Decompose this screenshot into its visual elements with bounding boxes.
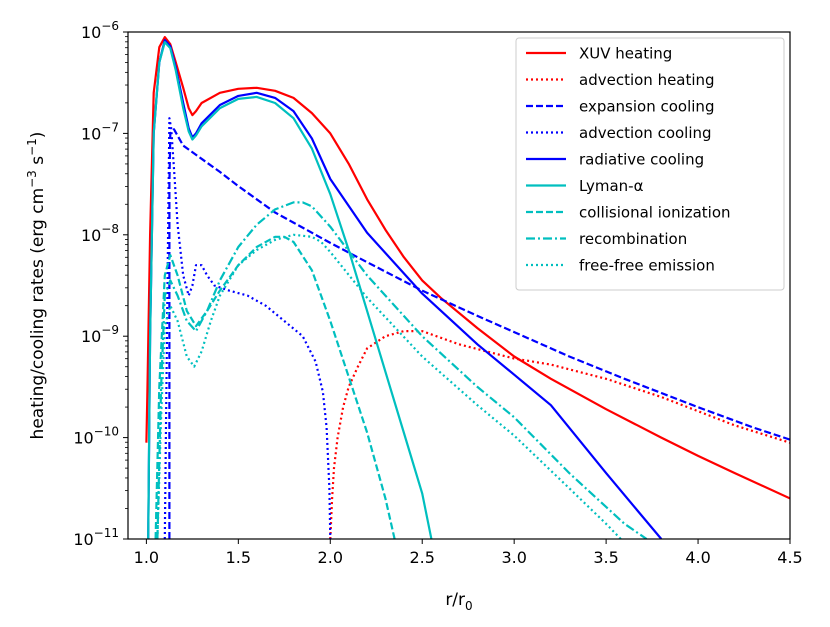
- y-tick-label: 10−9: [81, 323, 119, 346]
- series-line-xuv-heating: [145, 36, 790, 500]
- axes: 1.0 1.5 2.0 2.5 3.0 3.5 4.0 4.5 10−11 10−10 10−9 10…: [73, 19, 802, 567]
- x-tick-label: 4.0: [685, 548, 710, 567]
- legend-label-collisional-ionization: collisional ionization: [579, 204, 731, 222]
- series-line-radiative-cooling: [147, 39, 663, 539]
- y-axis-label: heating/cooling rates (erg cm−3 s−1): [25, 132, 48, 440]
- series-line-lyman: [147, 41, 433, 539]
- plot-curves: [145, 36, 790, 539]
- y-tick-label: 10−11: [73, 526, 119, 549]
- legend-label-advection-cooling: advection cooling: [579, 124, 712, 142]
- x-tick-label: 1.5: [226, 548, 251, 567]
- legend-label-xuv-heating: XUV heating: [579, 45, 672, 63]
- x-tick-label: 4.5: [777, 548, 802, 567]
- x-tick-label: 3.5: [593, 548, 618, 567]
- series-line-expansion-cooling: [168, 128, 790, 539]
- series-line-advection-heating: [329, 330, 790, 539]
- legend-label-radiative-cooling: radiative cooling: [579, 151, 704, 169]
- y-tick-label: 10−6: [81, 19, 119, 42]
- series-line-free-free-emission: [156, 233, 622, 539]
- y-tick-label: 10−8: [81, 222, 119, 245]
- x-tick-label: 2.0: [318, 548, 343, 567]
- legend-label-free-free-emission: free-free emission: [579, 257, 715, 275]
- legend: XUV heating advection heating expansion co…: [515, 37, 785, 291]
- legend-label-advection-heating: advection heating: [579, 71, 715, 89]
- x-tick-label: 3.0: [501, 548, 526, 567]
- series-line-advection-cooling: [163, 117, 332, 539]
- y-tick-label: 10−10: [73, 425, 119, 448]
- x-tick-label: 2.5: [409, 548, 434, 567]
- x-axis-label: r/r0: [445, 590, 472, 613]
- legend-label-recombination: recombination: [579, 230, 687, 248]
- legend-label-lyman: Lyman-α: [579, 177, 644, 195]
- legend-label-expansion-cooling: expansion cooling: [579, 98, 714, 116]
- y-tick-label: 10−7: [81, 120, 119, 143]
- legend-box: [515, 37, 785, 291]
- plot-frame: [127, 31, 791, 540]
- x-tick-label: 1.0: [134, 548, 159, 567]
- series-line-recombination: [156, 201, 648, 539]
